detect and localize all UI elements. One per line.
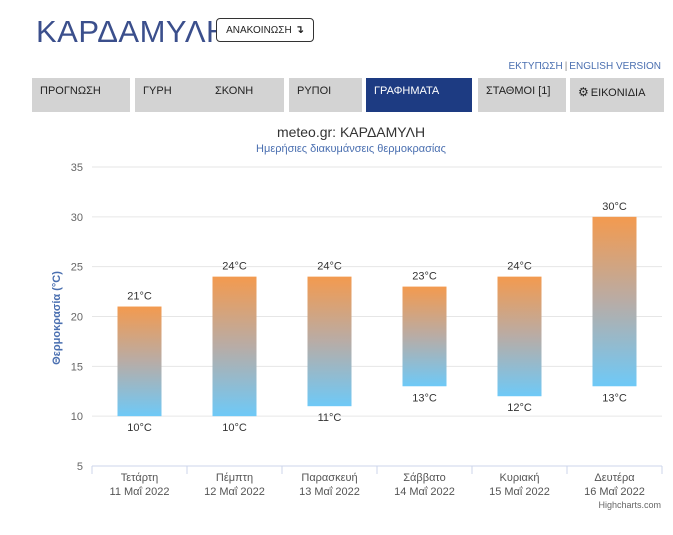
highcharts-credit[interactable]: Highcharts.com bbox=[598, 500, 661, 510]
y-tick-label: 25 bbox=[71, 262, 83, 274]
bar-low-label: 11°C bbox=[318, 412, 342, 424]
temperature-bar[interactable] bbox=[402, 286, 447, 387]
tab-forecast[interactable]: ΠΡΟΓΝΩΣΗ bbox=[32, 78, 130, 112]
tab-pollutants[interactable]: ΡΥΠΟΙ bbox=[289, 78, 362, 112]
temperature-chart: meteo.gr: ΚΑΡΔΑΜΥΛΗ Ημερήσιες διακυμάνσε… bbox=[51, 124, 663, 510]
tab-label: ΡΥΠΟΙ bbox=[297, 85, 332, 97]
x-tick-date: 12 Μαΐ 2022 bbox=[204, 486, 265, 498]
tab-label: ΠΡΟΓΝΩΣΗ bbox=[40, 85, 101, 97]
tab-widgets[interactable]: ⚙ ΕΙΚΟΝΙΔΙΑ bbox=[570, 78, 664, 112]
announcement-label: ΑΝΑΚΟΙΝΩΣΗ bbox=[226, 25, 292, 36]
y-axis-label: Θερμοκρασία (°C) bbox=[51, 271, 63, 365]
x-axis: Τετάρτη 11 Μαΐ 2022 Πέμπτη 12 Μαΐ 2022 Παρασ… bbox=[91, 465, 663, 498]
x-tick-date: 13 Μαΐ 2022 bbox=[299, 486, 360, 498]
chart-title: meteo.gr: ΚΑΡΔΑΜΥΛΗ bbox=[277, 124, 425, 140]
temperature-bar[interactable] bbox=[212, 276, 257, 417]
bar-low-label: 12°C bbox=[507, 402, 532, 414]
english-version-link[interactable]: ENGLISH VERSION bbox=[569, 61, 661, 72]
temperature-bars: 21°C 10°C 24°C 10°C 24°C 11°C 23°C 13°C 24°C 12°C… bbox=[117, 201, 637, 434]
y-tick-label: 20 bbox=[71, 312, 83, 324]
page-title: ΚΑΡΔΑΜΥΛΗ bbox=[36, 14, 229, 49]
x-tick-day: Σάββατο bbox=[403, 472, 445, 484]
bar-high-label: 30°C bbox=[602, 201, 627, 213]
x-tick-day: Παρασκευή bbox=[301, 472, 357, 484]
x-tick-date: 15 Μαΐ 2022 bbox=[489, 486, 550, 498]
bar-high-label: 24°C bbox=[222, 261, 247, 273]
print-link[interactable]: ΕΚΤΥΠΩΣΗ bbox=[508, 61, 563, 72]
bar-low-label: 10°C bbox=[127, 422, 152, 434]
top-links: ΕΚΤΥΠΩΣΗ | ENGLISH VERSION bbox=[508, 61, 661, 72]
temperature-bar[interactable] bbox=[592, 216, 637, 387]
x-tick-date: 14 Μαΐ 2022 bbox=[394, 486, 455, 498]
chart-subtitle: Ημερήσιες διακυμάνσεις θερμοκρασίας bbox=[256, 143, 446, 155]
x-tick-date: 16 Μαΐ 2022 bbox=[584, 486, 645, 498]
y-tick-label: 35 bbox=[71, 162, 83, 174]
y-tick-label: 15 bbox=[71, 361, 83, 373]
tab-pollen[interactable]: ΓΥΡΗ bbox=[135, 78, 207, 112]
link-separator: | bbox=[564, 61, 568, 72]
arrow-down-right-icon: ↴ bbox=[294, 24, 304, 36]
tab-dust[interactable]: ΣΚΟΝΗ bbox=[207, 78, 284, 112]
x-tick-day: Πέμπτη bbox=[216, 472, 253, 484]
tab-charts[interactable]: ΓΡΑΦΗΜΑΤΑ bbox=[366, 78, 472, 112]
y-tick-label: 10 bbox=[71, 411, 83, 423]
announcement-button[interactable]: ΑΝΑΚΟΙΝΩΣΗ ↴ bbox=[216, 18, 314, 42]
x-tick-day: Τετάρτη bbox=[121, 472, 159, 484]
main-nav: ΠΡΟΓΝΩΣΗ ΓΥΡΗ ΣΚΟΝΗ ΡΥΠΟΙ ΓΡΑΦΗΜΑΤΑ ΣΤΑΘ… bbox=[32, 78, 672, 112]
temperature-bar[interactable] bbox=[497, 276, 542, 397]
temperature-bar[interactable] bbox=[307, 276, 352, 407]
temperature-bar[interactable] bbox=[117, 306, 162, 417]
x-tick-date: 11 Μαΐ 2022 bbox=[110, 486, 170, 498]
gear-icon: ⚙ bbox=[578, 85, 589, 99]
tab-label: ΓΡΑΦΗΜΑΤΑ bbox=[374, 85, 440, 97]
bar-low-label: 13°C bbox=[412, 392, 437, 404]
y-tick-labels: 5 10 15 20 25 30 35 bbox=[71, 162, 83, 473]
bar-low-label: 13°C bbox=[602, 392, 627, 404]
tab-label: ΕΙΚΟΝΙΔΙΑ bbox=[590, 87, 646, 99]
tab-label: ΣΤΑΘΜΟΙ [1] bbox=[486, 85, 551, 97]
bar-high-label: 23°C bbox=[412, 271, 437, 283]
bar-high-label: 24°C bbox=[317, 261, 342, 273]
bar-low-label: 10°C bbox=[222, 422, 247, 434]
bar-high-label: 24°C bbox=[507, 261, 532, 273]
y-tick-label: 5 bbox=[77, 461, 83, 473]
grid-lines bbox=[92, 166, 662, 417]
x-tick-day: Κυριακή bbox=[499, 472, 539, 484]
bar-high-label: 21°C bbox=[127, 291, 152, 303]
tab-label: ΣΚΟΝΗ bbox=[215, 85, 254, 97]
y-tick-label: 30 bbox=[71, 212, 83, 224]
x-tick-day: Δευτέρα bbox=[594, 472, 635, 484]
tab-stations[interactable]: ΣΤΑΘΜΟΙ [1] bbox=[478, 78, 566, 112]
tab-label: ΓΥΡΗ bbox=[143, 85, 172, 97]
